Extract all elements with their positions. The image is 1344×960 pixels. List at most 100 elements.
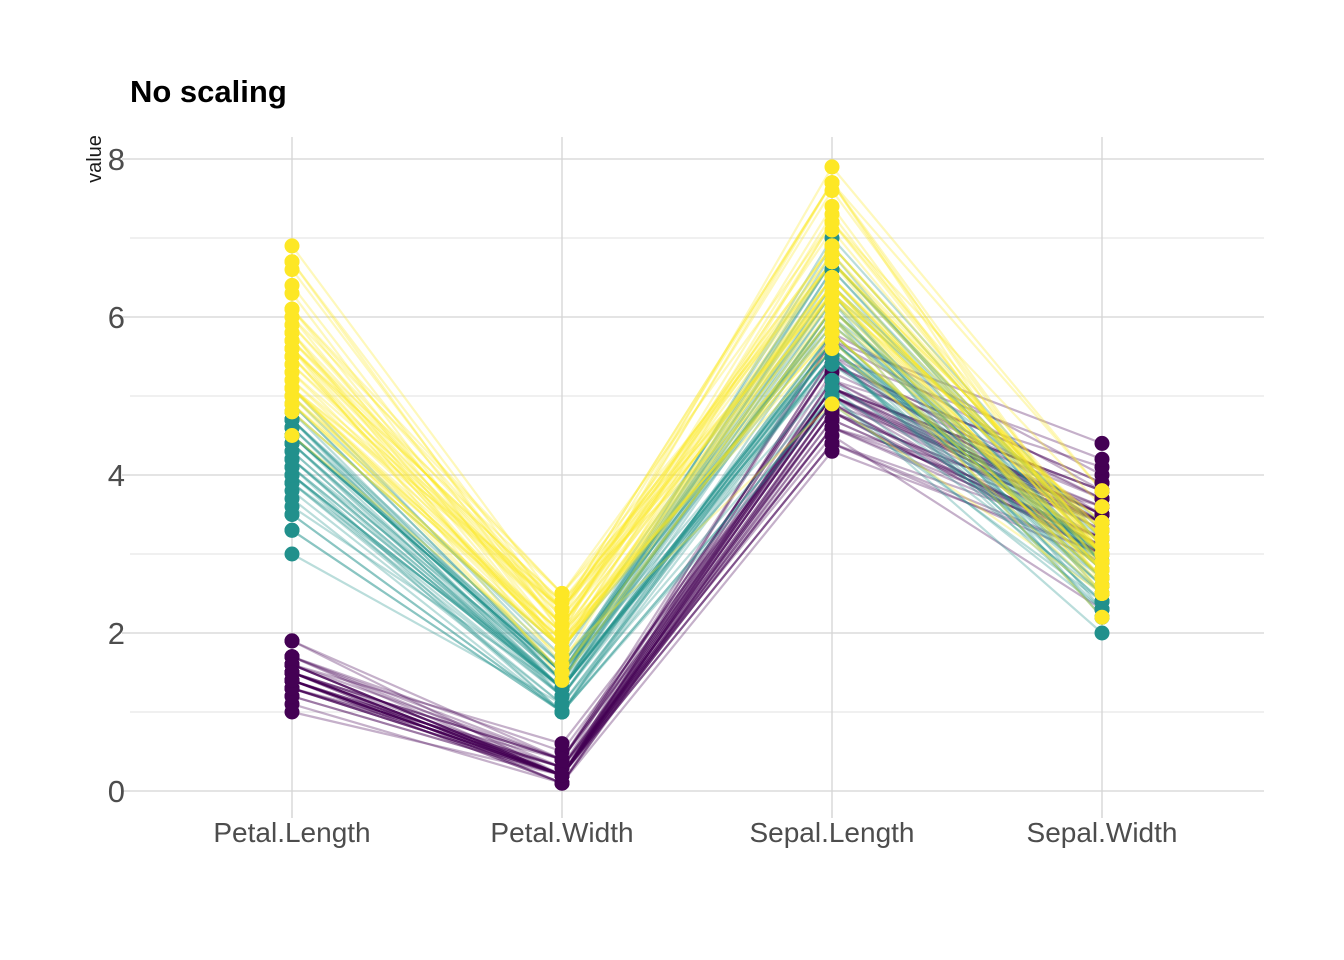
parcoord-line-setosa	[291, 410, 1103, 785]
parcoord-line-virginica	[291, 299, 1103, 611]
parcoord-line-virginica	[291, 180, 1103, 635]
parcoord-line-virginica	[291, 291, 1103, 651]
parcoord-line-virginica	[291, 275, 1103, 651]
parcoord-line-setosa	[291, 402, 1103, 777]
parcoord-line-versicolor	[291, 307, 1103, 683]
data-point-virginica	[824, 159, 840, 175]
parcoord-line-setosa	[291, 426, 1103, 777]
parcoord-line-versicolor	[291, 251, 1103, 683]
data-point-setosa	[554, 736, 570, 752]
parcoord-line-virginica	[291, 220, 1103, 651]
parcoord-line-versicolor	[291, 283, 1103, 675]
x-tick-label: Petal.Width	[490, 817, 633, 848]
parcoord-line-virginica	[291, 260, 1103, 627]
parcoord-line-virginica	[291, 180, 1103, 612]
parcoord-line-versicolor	[291, 386, 1103, 706]
parcoord-line-versicolor	[291, 354, 1103, 706]
data-point-virginica	[1094, 514, 1110, 530]
data-point-setosa	[284, 704, 300, 720]
data-point-virginica	[1094, 570, 1110, 586]
parcoord-line-versicolor	[291, 315, 1103, 667]
data-point-setosa	[284, 672, 300, 688]
data-point-virginica	[554, 586, 570, 601]
data-point-virginica	[284, 404, 300, 420]
parcoord-line-versicolor	[291, 307, 1103, 690]
parcoord-line-versicolor	[291, 291, 1103, 667]
data-point-virginica	[284, 428, 300, 443]
parcoord-line-versicolor	[291, 331, 1103, 698]
parcoord-line-setosa	[291, 394, 1103, 777]
data-point-virginica	[554, 601, 570, 617]
parcoord-line-setosa	[291, 386, 1103, 753]
parcoord-line-versicolor	[291, 354, 1103, 714]
data-point-setosa	[284, 633, 300, 649]
parcoord-line-virginica	[291, 291, 1103, 643]
parcoord-line-setosa	[291, 402, 1103, 785]
parcoord-line-versicolor	[291, 331, 1103, 714]
data-point-virginica	[1094, 609, 1110, 625]
data-point-virginica	[824, 270, 840, 285]
parcoord-line-versicolor	[291, 402, 1103, 714]
parcoord-line-virginica	[291, 291, 1103, 596]
data-point-virginica	[284, 317, 300, 333]
parcoord-line-virginica	[291, 275, 1103, 635]
parcoord-line-setosa	[291, 426, 1103, 777]
parcoord-line-setosa	[291, 418, 1103, 777]
parcoord-line-virginica	[291, 204, 1103, 643]
parcoord-line-versicolor	[291, 307, 1103, 683]
parcoord-line-setosa	[291, 402, 1103, 785]
data-point-virginica	[554, 672, 570, 688]
data-point-virginica	[1094, 586, 1110, 601]
parcoord-line-setosa	[291, 410, 1103, 769]
parcoord-line-virginica	[291, 252, 1103, 611]
parcoord-line-virginica	[291, 180, 1103, 612]
parcoord-line-virginica	[291, 212, 1103, 651]
parcoord-line-virginica	[291, 291, 1103, 651]
parcoord-line-setosa	[291, 442, 1103, 777]
parcoord-line-versicolor	[291, 267, 1103, 691]
parcoord-line-versicolor	[291, 339, 1103, 690]
parcoord-line-versicolor	[291, 259, 1103, 659]
data-point-versicolor	[1094, 625, 1110, 641]
data-point-setosa	[1094, 435, 1110, 451]
parcoord-line-setosa	[291, 339, 1103, 761]
parcoord-line-virginica	[291, 339, 1103, 635]
parcoord-line-setosa	[291, 362, 1103, 761]
parcoord-line-virginica	[291, 260, 1103, 604]
parcoord-line-setosa	[291, 370, 1103, 777]
data-point-virginica	[824, 293, 840, 309]
parcoord-line-setosa	[291, 378, 1103, 777]
parcoord-line-versicolor	[291, 354, 1103, 690]
parcoord-line-versicolor	[291, 347, 1103, 675]
parcoord-line-versicolor	[291, 275, 1103, 675]
x-tick-label: Petal.Length	[213, 817, 370, 848]
parcoord-line-setosa	[291, 442, 1103, 777]
parcoord-line-virginica	[291, 275, 1103, 619]
parcoord-line-virginica	[291, 323, 1103, 651]
parcoord-line-versicolor	[291, 354, 1103, 698]
data-point-virginica	[554, 641, 570, 657]
parcoord-line-virginica	[291, 331, 1103, 603]
data-point-versicolor	[554, 696, 570, 712]
y-tick-label: 0	[108, 774, 125, 809]
parcoord-line-setosa	[291, 362, 1103, 777]
parcoord-line-versicolor	[291, 315, 1103, 675]
data-point-versicolor	[284, 491, 300, 507]
parcoord-line-versicolor	[291, 315, 1103, 667]
data-point-virginica	[284, 277, 300, 293]
x-tick-label: Sepal.Width	[1027, 817, 1178, 848]
parcoord-line-setosa	[291, 394, 1103, 777]
parcoord-line-versicolor	[291, 244, 1103, 675]
parcoord-line-versicolor	[291, 362, 1103, 675]
parcoord-line-setosa	[291, 442, 1103, 777]
parcoord-line-versicolor	[291, 315, 1103, 714]
data-point-virginica	[284, 333, 300, 349]
parcoord-line-setosa	[291, 378, 1103, 785]
parcoord-line-versicolor	[291, 339, 1103, 690]
parcoord-line-virginica	[291, 275, 1103, 635]
parcoord-line-versicolor	[291, 307, 1103, 698]
data-point-virginica	[284, 356, 300, 372]
parcoord-line-setosa	[291, 402, 1103, 777]
parcoord-line-versicolor	[291, 347, 1103, 690]
parcoord-line-setosa	[291, 355, 1103, 777]
